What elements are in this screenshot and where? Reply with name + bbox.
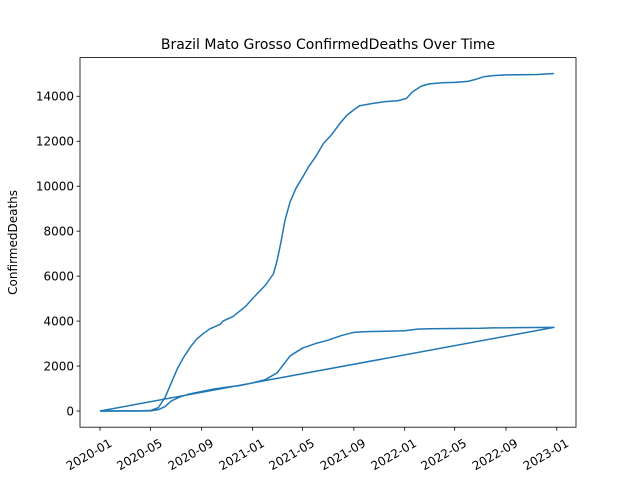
series-line-2 xyxy=(100,72,554,412)
y-tick-label: 12000 xyxy=(36,135,74,149)
y-tick-label: 10000 xyxy=(36,179,74,193)
y-tick-label: 0 xyxy=(66,404,74,418)
series-line-1 xyxy=(99,326,555,412)
y-tick-label: 2000 xyxy=(43,359,74,373)
y-tick-label: 6000 xyxy=(43,269,74,283)
y-axis-label: ConfirmedDeaths xyxy=(6,190,20,295)
y-tick-label: 4000 xyxy=(43,314,74,328)
y-tick-label: 8000 xyxy=(43,224,74,238)
series-layer xyxy=(99,72,555,412)
y-tick-label: 14000 xyxy=(36,90,74,104)
chart-title: Brazil Mato Grosso ConfirmedDeaths Over … xyxy=(161,37,495,53)
y-axis: 0 2000 4000 6000 8000 10000 12000 14000 xyxy=(36,90,80,418)
plot-frame xyxy=(79,57,577,428)
